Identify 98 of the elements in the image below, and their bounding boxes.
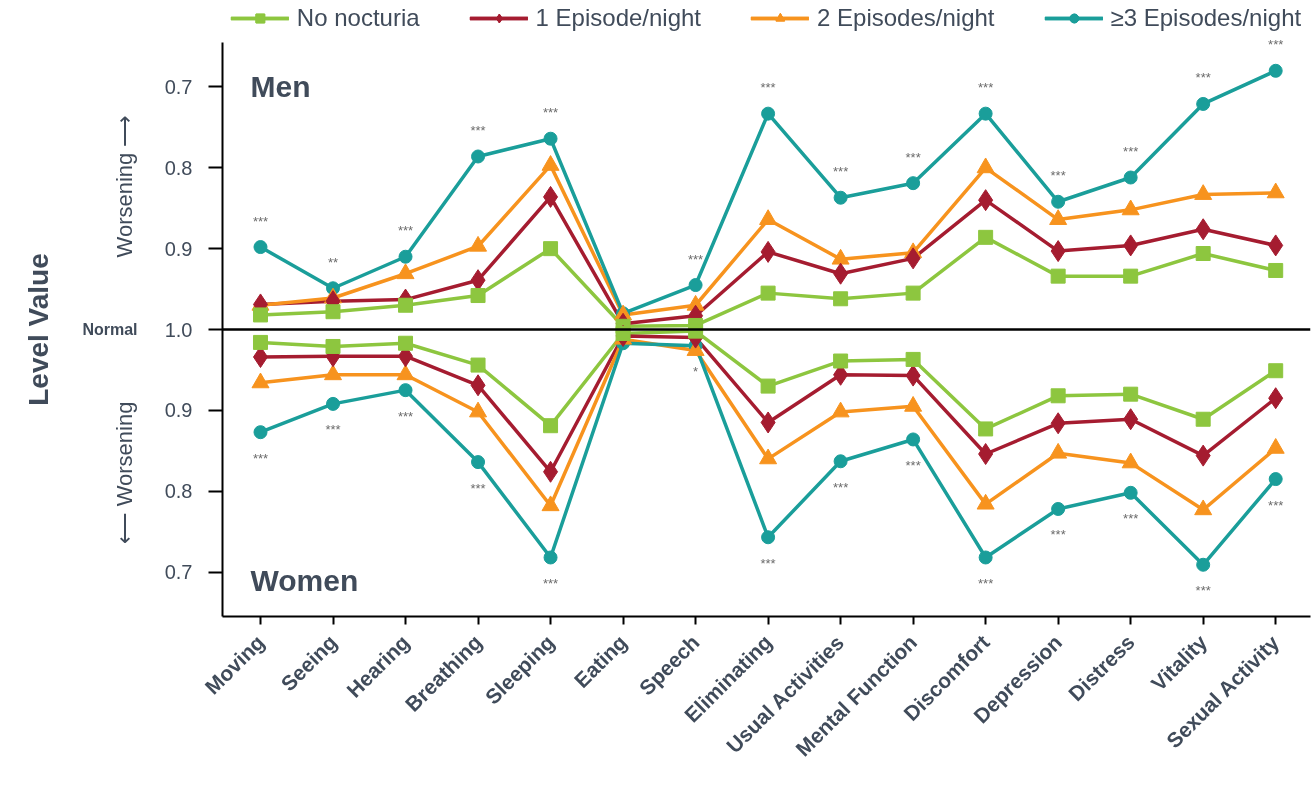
- y-tick-label: 1.0: [164, 318, 193, 341]
- annotation: *: [693, 364, 699, 380]
- annotation: ***: [397, 408, 414, 424]
- point: [761, 106, 776, 121]
- text: Women: [250, 564, 359, 597]
- annotation: ***: [1123, 144, 1139, 160]
- annotation: **: [327, 254, 339, 270]
- annotation: ***: [760, 80, 776, 96]
- annotation: ***: [833, 479, 849, 495]
- legend-label: No nocturia: [296, 4, 420, 32]
- point: [978, 229, 994, 245]
- point: [1123, 485, 1138, 500]
- legend-label: 1 Episode/night: [535, 4, 702, 32]
- annotation: ***: [905, 149, 921, 165]
- point: [1051, 194, 1066, 209]
- point: [833, 190, 848, 205]
- point: [470, 288, 486, 304]
- point: [1123, 386, 1139, 402]
- y-tick-label: 0.9: [164, 237, 193, 260]
- annotation: ***: [470, 480, 486, 496]
- point: [760, 378, 776, 394]
- point: [760, 285, 776, 301]
- annotation: ***: [1268, 497, 1284, 513]
- point: [978, 443, 994, 465]
- annotation: ***: [1050, 168, 1066, 184]
- annotation: ***: [1195, 583, 1211, 599]
- point: [471, 149, 486, 164]
- point: [325, 304, 341, 320]
- point: [398, 335, 414, 351]
- annotation: ***: [833, 164, 849, 180]
- point: [471, 455, 486, 470]
- annotation: ***: [1050, 527, 1066, 543]
- annotation: ***: [978, 80, 994, 96]
- point: [253, 307, 268, 323]
- point: [1050, 268, 1066, 284]
- text: Men: [250, 70, 311, 103]
- point: [398, 249, 413, 264]
- annotation: ***: [542, 575, 559, 591]
- point: [978, 550, 993, 565]
- legend-label: 2 Episodes/night: [817, 4, 995, 32]
- point: [1268, 472, 1283, 487]
- point: [1123, 268, 1139, 284]
- point: [1196, 557, 1211, 572]
- point: [1195, 411, 1211, 427]
- annotation: ***: [470, 122, 486, 138]
- text: Level Value: [23, 253, 54, 406]
- point: [543, 131, 558, 146]
- point: [978, 106, 993, 121]
- point: [1123, 170, 1138, 185]
- point: [833, 291, 849, 307]
- point: [978, 421, 994, 437]
- point: [1196, 96, 1211, 111]
- point: [543, 550, 558, 565]
- point: [543, 418, 559, 434]
- point: [253, 240, 268, 255]
- point: [253, 425, 268, 440]
- point: [1195, 246, 1211, 262]
- y-axis-title: Worsening ⟶: [112, 114, 137, 258]
- annotation: ***: [978, 575, 994, 591]
- annotation: ***: [1195, 70, 1211, 86]
- y-tick-label: 0.7: [164, 75, 193, 98]
- point: [1268, 262, 1284, 278]
- annotation: ***: [252, 450, 269, 466]
- annotation: ***: [325, 422, 341, 438]
- annotation: ***: [542, 105, 559, 121]
- point: [833, 353, 849, 369]
- y-axis-title: ⟵ Worsening: [112, 401, 137, 545]
- y-tick-label: 0.8: [164, 480, 193, 503]
- y-tick-label: 0.9: [164, 399, 193, 422]
- annotation: ***: [687, 251, 704, 267]
- point: [905, 285, 921, 301]
- point: [905, 351, 921, 367]
- y-tick-label: 0.8: [164, 156, 193, 179]
- point: [543, 241, 559, 257]
- point: [688, 278, 703, 293]
- annotation: ***: [397, 223, 414, 239]
- point: [1268, 363, 1284, 379]
- point: [761, 530, 776, 545]
- point: [906, 432, 921, 447]
- point: [470, 357, 486, 373]
- annotation: ***: [1268, 37, 1284, 53]
- annotation: ***: [905, 457, 921, 473]
- point: [1050, 388, 1066, 404]
- point: [398, 383, 413, 398]
- point: [1051, 501, 1066, 516]
- point: [325, 338, 341, 354]
- annotation: ***: [252, 213, 269, 229]
- point: [833, 454, 848, 469]
- y-tick-label: 0.7: [164, 561, 193, 584]
- point: [326, 396, 341, 411]
- point: [906, 176, 921, 191]
- point: [1268, 63, 1283, 78]
- point: [253, 334, 268, 350]
- point: [398, 297, 414, 313]
- legend-label: ≥3 Episodes/night: [1110, 4, 1302, 32]
- text: Normal: [82, 321, 138, 338]
- annotation: ***: [760, 555, 776, 571]
- annotation: ***: [1123, 511, 1139, 527]
